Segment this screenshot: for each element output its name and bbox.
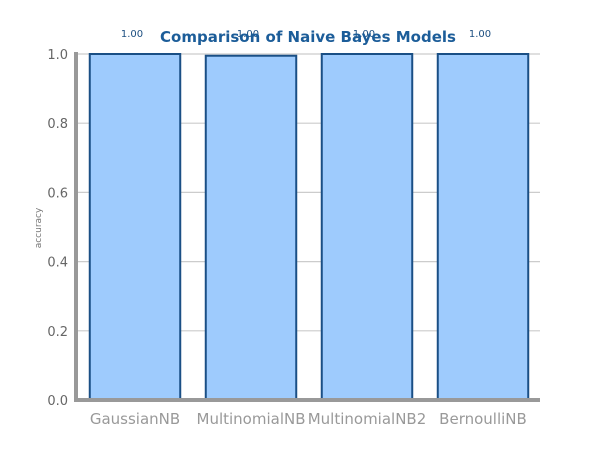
y-tick-label-2: 0.4 bbox=[47, 256, 68, 271]
axes bbox=[74, 52, 540, 402]
bar-multinomialnb2 bbox=[320, 53, 414, 401]
chart-title: Comparison of Naive Bayes Models bbox=[160, 28, 456, 46]
data-label-multinomialnb: 1.00 bbox=[237, 29, 259, 40]
bars bbox=[88, 53, 530, 401]
y-tick-labels: 0.0 0.2 0.4 0.6 0.8 1.0 bbox=[47, 48, 68, 409]
x-tick-label-gaussiannb: GaussianNB bbox=[90, 410, 180, 428]
x-tick-label-multinomialnb: MultinomialNB bbox=[197, 410, 306, 428]
y-tick-label-3: 0.6 bbox=[47, 186, 68, 201]
y-tick-label-0: 0.0 bbox=[47, 394, 68, 409]
x-tick-label-multinomialnb2: MultinomialNB2 bbox=[308, 410, 427, 428]
y-axis-label: accuracy bbox=[34, 207, 44, 248]
bar-multinomialnb bbox=[204, 54, 298, 401]
y-tick-label-5: 1.0 bbox=[47, 48, 68, 63]
bar-gaussiannb bbox=[88, 53, 182, 401]
data-labels: 1.00 1.00 1.00 1.00 bbox=[121, 29, 491, 40]
y-tick-label-4: 0.8 bbox=[47, 117, 68, 132]
y-tick-label-1: 0.2 bbox=[47, 325, 68, 340]
x-tick-labels: GaussianNB MultinomialNB MultinomialNB2 Ber… bbox=[90, 410, 527, 428]
bar-bernoullinb bbox=[436, 53, 530, 401]
data-label-gaussiannb: 1.00 bbox=[121, 29, 143, 40]
data-label-bernoullinb: 1.00 bbox=[469, 29, 491, 40]
x-tick-label-bernoullinb: BernoulliNB bbox=[439, 410, 527, 428]
data-label-multinomialnb2: 1.00 bbox=[353, 29, 375, 40]
